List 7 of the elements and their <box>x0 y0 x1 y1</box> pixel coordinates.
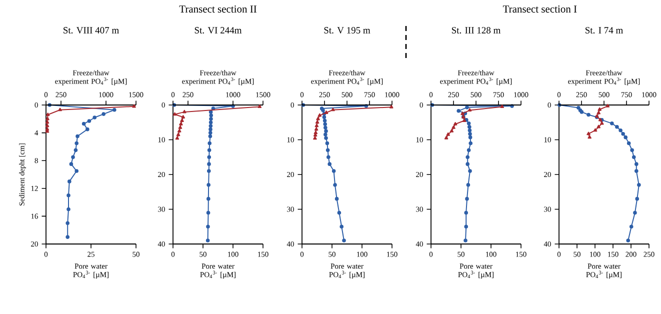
text: Transect section II <box>179 6 257 13</box>
chart-title: St. I 74 m <box>586 27 623 34</box>
chart-title: St. III 128 m <box>452 27 501 34</box>
chart-title: St. VIII 407 m <box>64 27 119 34</box>
chart-title: St. VI 244m <box>194 27 242 34</box>
chart-title: St. V 195 m <box>324 27 370 34</box>
text: Transect section I <box>502 6 577 13</box>
